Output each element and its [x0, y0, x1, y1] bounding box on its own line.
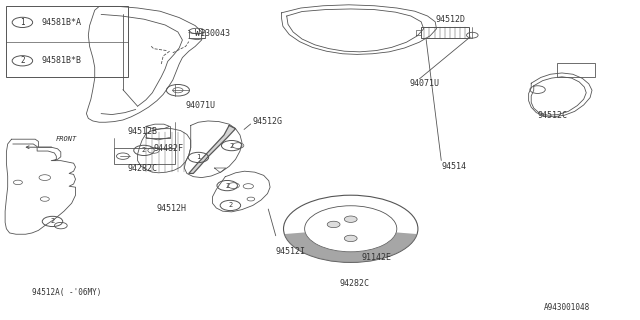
Text: 94581B*A: 94581B*A: [42, 18, 82, 27]
Bar: [6, 6, 128, 77]
Bar: [114, 148, 175, 164]
Text: 94514: 94514: [442, 162, 467, 171]
Text: 94512G: 94512G: [253, 117, 283, 126]
Circle shape: [344, 216, 357, 222]
Text: FRONT: FRONT: [56, 136, 77, 142]
Circle shape: [327, 221, 340, 228]
Text: 94512I: 94512I: [275, 247, 305, 256]
Polygon shape: [284, 232, 417, 262]
Circle shape: [344, 235, 357, 242]
Text: 94512A( -'06MY): 94512A( -'06MY): [32, 288, 101, 297]
Text: A943001048: A943001048: [544, 303, 590, 312]
Text: 2: 2: [230, 143, 234, 148]
Text: 94282C: 94282C: [128, 164, 158, 172]
Text: 94512C: 94512C: [538, 111, 568, 120]
Text: 2: 2: [225, 183, 229, 188]
Polygon shape: [189, 125, 236, 173]
Bar: [421, 27, 469, 38]
Text: 1: 1: [196, 155, 200, 160]
Text: 94512D: 94512D: [435, 15, 465, 24]
Text: 94071U: 94071U: [410, 79, 440, 88]
Text: 2: 2: [142, 148, 146, 153]
Text: 1: 1: [20, 18, 25, 27]
Text: 94512H: 94512H: [157, 204, 187, 212]
Text: 94482F: 94482F: [154, 144, 184, 153]
Text: 94512B: 94512B: [128, 127, 158, 136]
Text: 2: 2: [228, 203, 232, 208]
Text: 2: 2: [51, 219, 54, 224]
Text: 91142E: 91142E: [362, 253, 392, 262]
Bar: [557, 63, 595, 77]
Text: 94282C: 94282C: [339, 279, 369, 288]
Text: 2: 2: [20, 56, 25, 65]
Text: W130043: W130043: [195, 29, 230, 38]
Text: 94581B*B: 94581B*B: [42, 56, 82, 65]
Text: 94071U: 94071U: [186, 101, 216, 110]
